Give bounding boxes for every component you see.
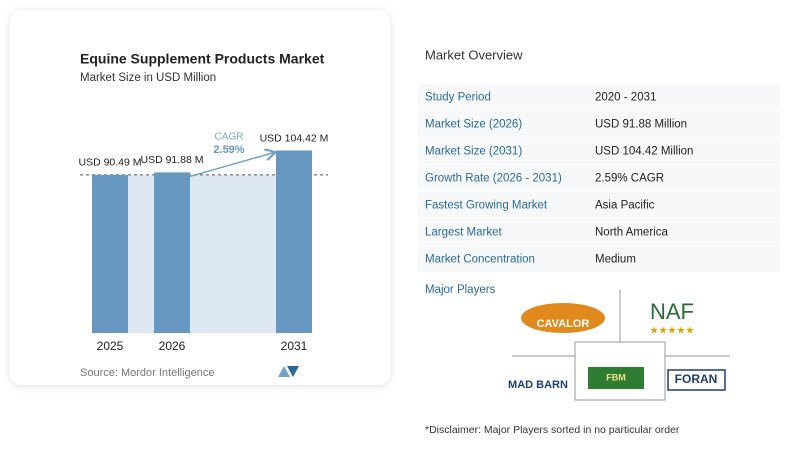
value-label: USD 104.42 M (260, 132, 329, 144)
table-row (418, 219, 780, 246)
x-tick-label: 2025 (97, 339, 124, 353)
row-label: Growth Rate (2026 - 2031) (425, 173, 562, 185)
disclaimer: *Disclaimer: Major Players sorted in no … (425, 424, 680, 436)
logo: FORAN (675, 372, 718, 386)
x-tick-label: 2031 (281, 339, 308, 353)
bar (276, 150, 312, 333)
cagr-value: 2.59% (213, 144, 244, 156)
row-value: USD 91.88 Million (595, 119, 687, 131)
players-title: Major Players (425, 284, 496, 296)
table-row (418, 192, 780, 219)
row-label: Market Size (2026) (425, 119, 522, 131)
row-value: USD 104.42 Million (595, 146, 693, 158)
bar (92, 174, 128, 333)
row-value: Asia Pacific (595, 200, 655, 212)
table-row (418, 111, 780, 138)
cagr-arrow (189, 152, 274, 178)
row-value: 2.59% CAGR (595, 173, 664, 185)
table-row (418, 138, 780, 165)
logo: NAF (650, 299, 694, 324)
logo: CAVALOR (537, 318, 590, 330)
chart-title: Equine Supplement Products Market (80, 51, 325, 67)
chart-subtitle: Market Size in USD Million (80, 72, 216, 84)
overview-title: Market Overview (425, 47, 523, 62)
table-row (418, 246, 780, 273)
cagr-label: CAGR (215, 132, 244, 143)
growth-band (128, 174, 276, 333)
source: Source: Mordor Intelligence (80, 367, 215, 379)
row-label: Largest Market (425, 227, 503, 239)
row-label: Market Size (2031) (425, 146, 522, 158)
bar (154, 172, 190, 333)
row-label: Fastest Growing Market (425, 200, 548, 212)
logo: MAD BARN (508, 379, 568, 391)
brand-logo (278, 366, 299, 377)
table-row (418, 165, 780, 192)
row-value: Medium (595, 254, 636, 266)
row-label: Market Concentration (425, 254, 535, 266)
row-value: 2020 - 2031 (595, 92, 656, 104)
row-value: North America (595, 227, 668, 239)
logo-stars: ★★★★★ (650, 326, 695, 337)
table-row (418, 84, 780, 111)
logo: FBM (606, 372, 626, 382)
value-label: USD 91.88 M (140, 154, 203, 166)
row-label: Study Period (425, 92, 491, 104)
logo-shape (521, 303, 605, 333)
logo-dividers (512, 290, 730, 401)
logo-shape (588, 367, 644, 389)
x-tick-label: 2026 (159, 339, 186, 353)
logo-shape (667, 369, 726, 391)
value-label: USD 90.49 M (78, 157, 141, 169)
